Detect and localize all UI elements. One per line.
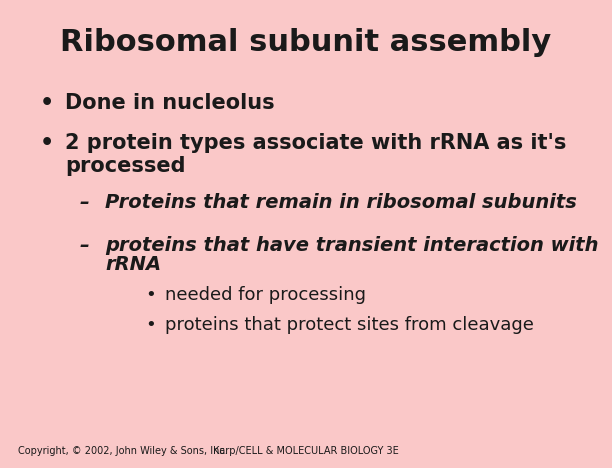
Text: proteins that protect sites from cleavage: proteins that protect sites from cleavag… [165,316,534,334]
Text: –: – [80,236,90,255]
Text: •: • [145,316,155,334]
Text: Ribosomal subunit assembly: Ribosomal subunit assembly [61,28,551,57]
Text: 2 protein types associate with rRNA as it's: 2 protein types associate with rRNA as i… [65,133,566,153]
Text: •: • [40,93,54,113]
Text: rRNA: rRNA [105,255,161,274]
Text: •: • [40,133,54,153]
Text: Copyright, © 2002, John Wiley & Sons, Inc.: Copyright, © 2002, John Wiley & Sons, In… [18,446,228,456]
Text: processed: processed [65,156,185,176]
Text: Karp/CELL & MOLECULAR BIOLOGY 3E: Karp/CELL & MOLECULAR BIOLOGY 3E [213,446,399,456]
Text: Proteins that remain in ribosomal subunits: Proteins that remain in ribosomal subuni… [105,193,577,212]
Text: Done in nucleolus: Done in nucleolus [65,93,275,113]
Text: –: – [80,193,90,212]
Text: proteins that have transient interaction with: proteins that have transient interaction… [105,236,599,255]
Text: •: • [145,286,155,304]
Text: needed for processing: needed for processing [165,286,366,304]
